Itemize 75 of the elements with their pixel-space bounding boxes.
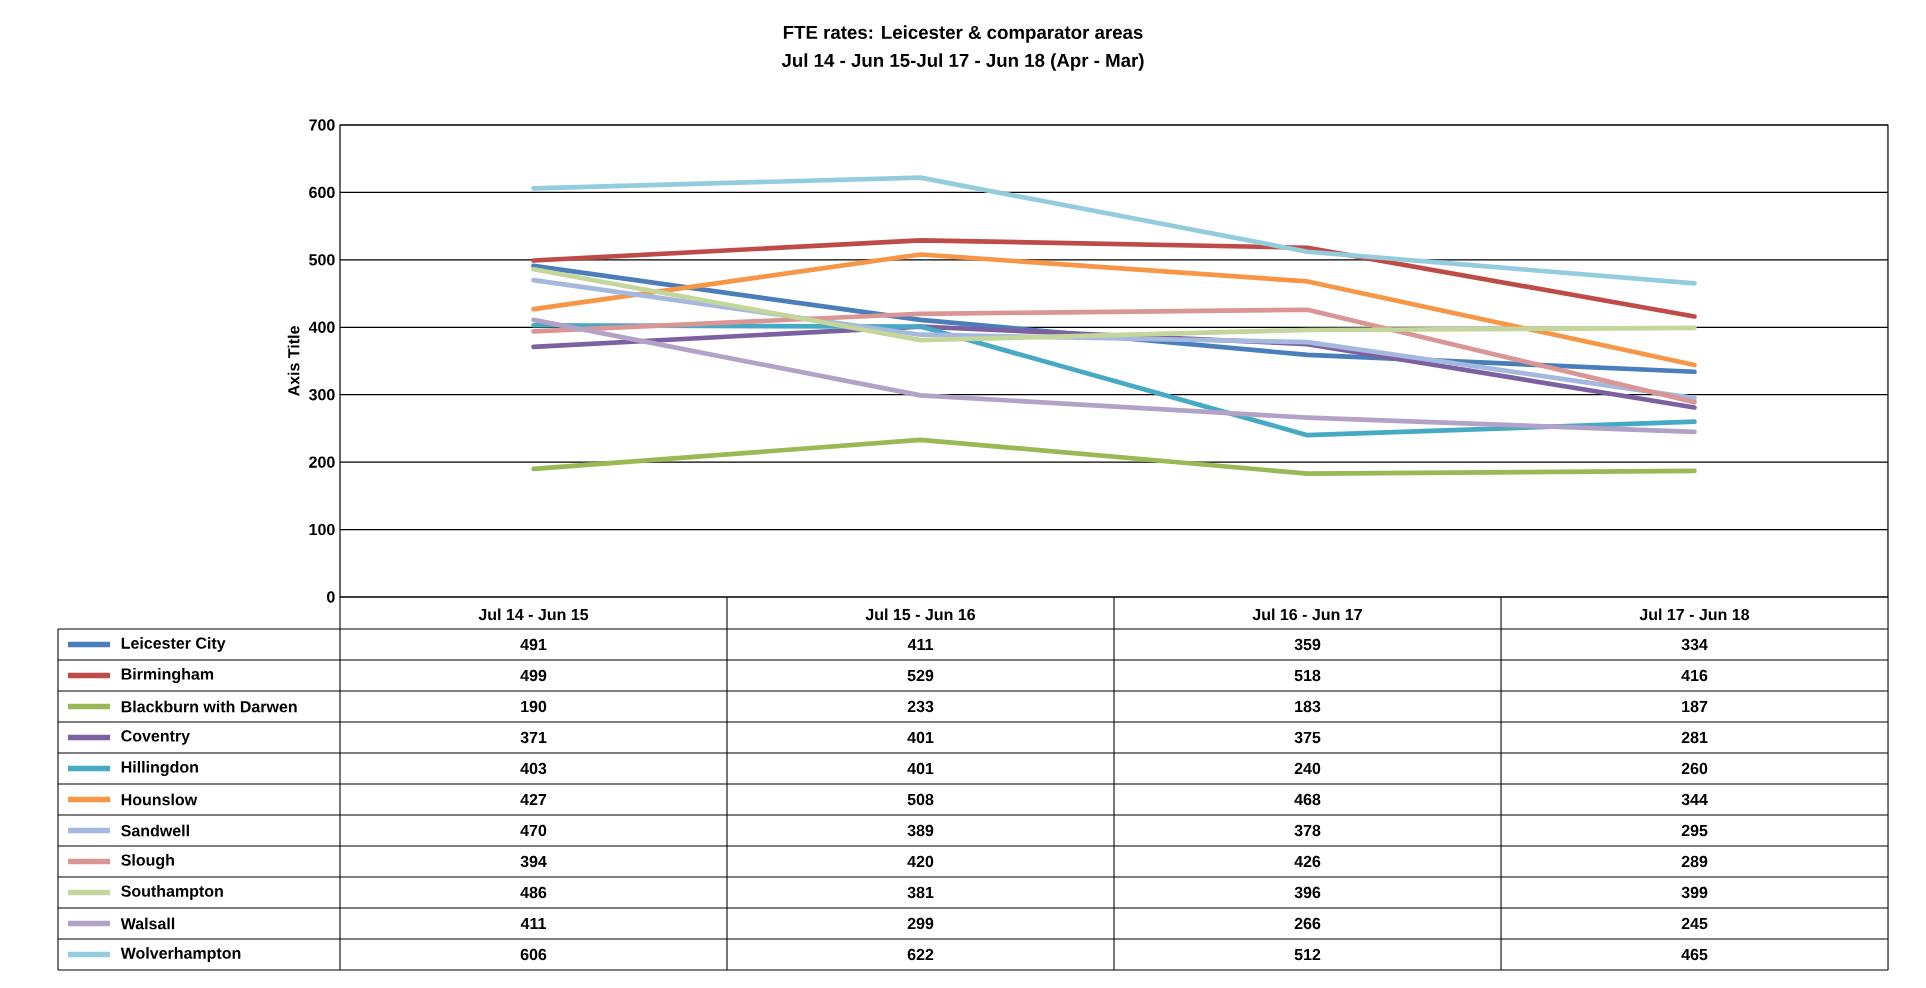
- data-label: 468: [1294, 793, 1321, 806]
- data-label: 411: [907, 639, 933, 651]
- y-tick-label: 500: [309, 254, 335, 266]
- y-tick-label: 0: [327, 591, 335, 603]
- legend-label: Walsall: [120, 917, 175, 930]
- data-label: 401: [907, 762, 934, 775]
- legend-label: Southampton: [121, 885, 223, 900]
- y-tick-label: 400: [308, 321, 335, 333]
- data-label: 470: [520, 824, 547, 837]
- x-tick-label: Jul 17 - Jun 18: [1639, 608, 1750, 621]
- data-label: 622: [907, 948, 934, 961]
- line-series: [531, 266, 1697, 343]
- y-tick-label: 300: [308, 389, 335, 401]
- line-series: [531, 237, 1697, 319]
- line-series: [531, 437, 1697, 476]
- data-label: 399: [1681, 886, 1708, 899]
- data-label: 411: [520, 918, 546, 929]
- chart-subtitle: Jul 14 - Jun 15-Jul 17 - Jun 18 (Apr - Mar): [781, 53, 1144, 71]
- data-label: 233: [907, 700, 934, 713]
- data-label: 381: [907, 886, 934, 899]
- data-label: 334: [1681, 638, 1708, 651]
- line-series: [531, 307, 1697, 405]
- legend-label: Sandwell: [121, 824, 189, 837]
- y-tick-label: 600: [309, 186, 335, 199]
- data-label: 389: [907, 824, 934, 837]
- data-label: 260: [1681, 762, 1708, 775]
- data-label: 289: [1681, 855, 1708, 868]
- line-series: [531, 175, 1697, 286]
- y-tick-label: 700: [309, 119, 335, 131]
- data-label: 529: [907, 669, 934, 682]
- data-label: 295: [1681, 824, 1708, 837]
- data-label: 299: [907, 917, 934, 930]
- data-label: 426: [1294, 855, 1321, 868]
- data-label: 344: [1681, 793, 1708, 806]
- legend-label: Leicester City: [121, 637, 226, 652]
- x-tick-label: Jul 16 - Jun 17: [1252, 608, 1362, 621]
- data-label: 245: [1681, 917, 1708, 930]
- data-label: 401: [907, 731, 934, 744]
- legend-label: Hounslow: [121, 793, 198, 806]
- data-label: 378: [1294, 824, 1321, 837]
- data-label: 394: [520, 855, 547, 868]
- legend-label: Coventry: [121, 730, 190, 745]
- data-label: 240: [1294, 762, 1321, 775]
- data-label: 183: [1295, 700, 1321, 713]
- data-label: 359: [1294, 638, 1321, 651]
- data-label: 371: [520, 731, 547, 744]
- data-label: 416: [1681, 669, 1708, 682]
- data-label: 491: [520, 638, 547, 651]
- data-label: 499: [520, 669, 547, 682]
- data-label: 486: [520, 886, 547, 899]
- data-label: 190: [521, 700, 547, 713]
- data-label: 420: [907, 855, 934, 868]
- data-label: 465: [1681, 948, 1708, 961]
- legend-label: Slough: [121, 854, 174, 869]
- legend-label: Blackburn with Darwen: [121, 700, 297, 713]
- legend-label: Birmingham: [121, 668, 214, 683]
- y-axis-title: Axis Title: [287, 326, 300, 397]
- data-label: 396: [1294, 886, 1321, 899]
- data-label: 281: [1681, 731, 1708, 744]
- data-label: 508: [907, 793, 934, 806]
- data-label: 403: [520, 762, 547, 775]
- x-tick-label: Jul 15 - Jun 16: [865, 608, 976, 621]
- y-tick-label: 100: [309, 523, 335, 536]
- chart-title: FTE rates: Leicester & comparator areas: [783, 25, 1143, 43]
- legend-label: Wolverhampton: [120, 947, 241, 962]
- legend-label: Hillingdon: [121, 761, 198, 776]
- y-tick-label: 200: [309, 456, 335, 468]
- data-label: 518: [1294, 669, 1321, 682]
- data-label: 606: [520, 948, 547, 961]
- x-tick-label: Jul 14 - Jun 15: [478, 608, 589, 621]
- data-label: 427: [520, 793, 547, 806]
- data-label: 266: [1294, 917, 1321, 930]
- data-label: 187: [1682, 700, 1708, 713]
- data-label: 375: [1294, 731, 1321, 744]
- data-label: 512: [1294, 948, 1321, 961]
